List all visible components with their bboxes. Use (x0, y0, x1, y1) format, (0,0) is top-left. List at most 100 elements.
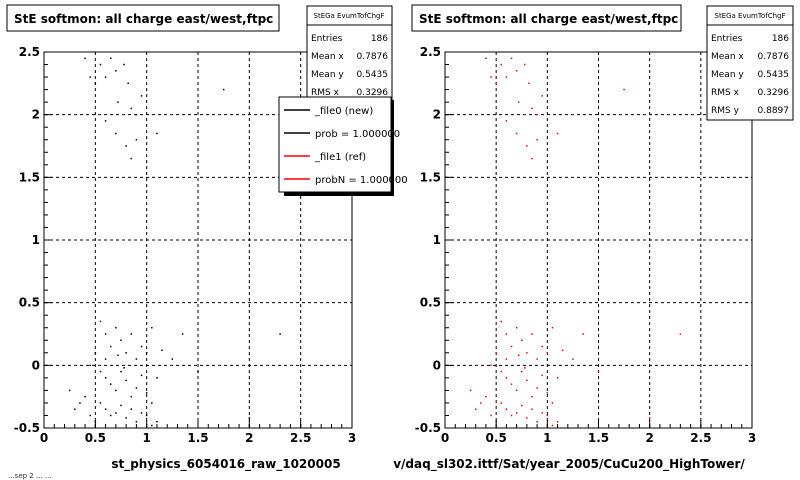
right-point-0-36 (500, 370, 503, 373)
left-point-0-44 (140, 374, 143, 377)
right-point-0-58 (551, 424, 554, 427)
left-stats-value-rmsx: 0.3296 (357, 88, 389, 98)
left-point-0-27 (135, 358, 138, 360)
right-y-tick-label-2: 0.5 (420, 296, 441, 310)
left-x-tick-label-0: 0 (40, 431, 48, 445)
left-x-tick-label-1: 0.5 (85, 431, 106, 445)
right-panel: StE softmon: all charge east/west,ftpc 0… (393, 4, 794, 472)
left-point-0-24 (120, 339, 122, 342)
right-stats-border (706, 5, 794, 121)
left-y-tick-label-3: 1 (32, 233, 40, 247)
left-y-tick-label-4: 1.5 (19, 170, 40, 184)
left-point-0-59 (156, 420, 158, 423)
left-point-0-50 (109, 414, 112, 417)
left-point-0-12 (140, 95, 143, 97)
right-point-0-47 (556, 377, 559, 379)
left-point-0-8 (123, 63, 125, 66)
left-point-0-25 (125, 352, 127, 354)
right-point-0-16 (531, 157, 533, 160)
left-point-0-14 (115, 132, 117, 135)
left-point-0-22 (109, 345, 112, 348)
left-point-0-69 (104, 358, 107, 360)
left-title: StE softmon: all charge east/west,ftpc (14, 12, 273, 26)
right-point-0-7 (517, 101, 520, 103)
right-point-0-3 (500, 63, 503, 66)
left-y-tick-label-0: -0.5 (14, 421, 40, 435)
right-point-0-26 (531, 333, 533, 335)
left-stats-value-entries: 186 (371, 34, 388, 44)
right-y-tick-label-3: 1 (433, 233, 441, 247)
right-point-0-57 (546, 414, 549, 417)
left-point-0-70 (117, 354, 119, 357)
right-point-0-37 (505, 377, 508, 379)
right-point-0-45 (546, 392, 549, 394)
right-point-0-52 (521, 404, 523, 407)
right-x-tick-label-2: 1 (543, 431, 551, 445)
left-point-0-21 (104, 333, 107, 335)
right-point-0-5 (510, 57, 513, 60)
right-point-0-71 (524, 367, 526, 369)
right-point-0-8 (524, 63, 526, 66)
right-y-tick-label-4: 1.5 (420, 170, 441, 184)
right-x-tick-label-1: 0.5 (486, 431, 507, 445)
left-title-box (6, 4, 280, 32)
left-point-0-1 (89, 76, 91, 78)
left-panel: StE softmon: all charge east/west,ftpc 0… (6, 4, 408, 480)
right-point-0-68 (679, 333, 682, 335)
right-point-0-12 (541, 95, 543, 97)
right-point-0-63 (469, 389, 472, 392)
legend-box: _file0 (new) prob = 1.000000 _file1 (ref… (278, 96, 408, 196)
right-data-points (469, 57, 682, 427)
right-point-0-62 (474, 408, 477, 410)
right-point-0-20 (500, 320, 503, 323)
right-point-0-40 (521, 370, 523, 373)
left-point-0-30 (151, 326, 153, 329)
left-point-0-19 (222, 88, 225, 91)
right-point-0-69 (505, 358, 508, 360)
right-point-0-41 (526, 379, 528, 382)
left-point-0-58 (151, 424, 153, 427)
right-point-0-23 (515, 326, 518, 329)
left-point-0-13 (104, 120, 107, 122)
left-point-0-37 (104, 377, 107, 379)
left-point-0-45 (145, 392, 148, 394)
left-point-0-63 (68, 389, 71, 392)
right-stats-label-entries: Entries (711, 34, 743, 44)
left-point-0-38 (109, 383, 112, 385)
legend-label-probN: probN = 1.000000 (315, 175, 408, 186)
right-point-0-15 (526, 145, 528, 147)
right-stats-label-meany: Mean y (711, 70, 744, 80)
right-point-0-59 (556, 420, 559, 423)
right-grid (445, 52, 752, 428)
right-point-0-56 (541, 412, 543, 414)
right-point-0-53 (526, 417, 528, 419)
right-point-0-50 (510, 414, 513, 417)
right-stats-value-rmsy: 0.8897 (758, 106, 790, 116)
right-point-0-38 (510, 383, 513, 385)
left-x-tick-label-4: 2 (245, 431, 253, 445)
left-grid (44, 52, 352, 428)
legend-label-prob: prob = 1.000000 (315, 129, 400, 140)
right-point-0-1 (490, 76, 492, 78)
left-point-0-32 (171, 358, 174, 360)
right-point-0-46 (551, 402, 554, 404)
right-point-0-22 (510, 345, 513, 348)
footer-left-text: ...sep 2 ... ... (8, 472, 52, 480)
left-stats-value-meanx: 0.7876 (357, 52, 389, 62)
right-x-tick-label-3: 1.5 (588, 431, 609, 445)
left-point-0-42 (130, 395, 133, 398)
left-point-0-47 (156, 377, 158, 379)
right-point-0-28 (541, 345, 543, 348)
left-stats-label-meany: Mean y (311, 70, 344, 80)
right-x-tick-label-0: 0 (441, 431, 449, 445)
left-point-0-5 (109, 57, 112, 60)
left-point-0-36 (99, 370, 102, 373)
right-x-tick-label-5: 2.5 (690, 431, 711, 445)
right-point-0-34 (495, 352, 497, 354)
left-point-0-41 (125, 379, 127, 382)
right-point-0-42 (531, 395, 533, 398)
left-point-0-60 (84, 395, 86, 398)
left-point-0-31 (161, 349, 163, 352)
right-title: StE softmon: all charge east/west,ftpc (419, 12, 678, 26)
